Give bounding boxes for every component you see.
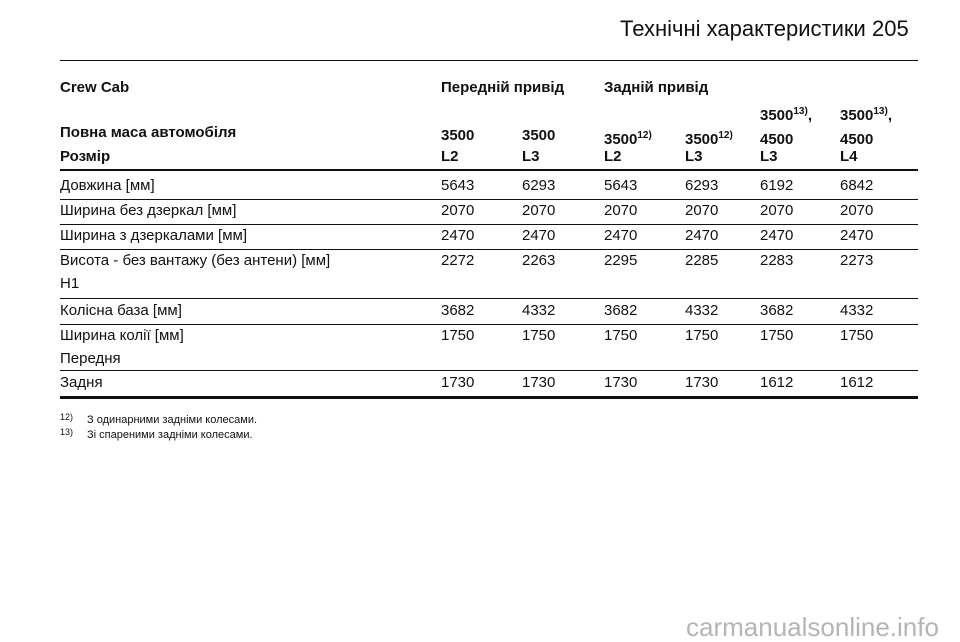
cell: 1750 (441, 327, 475, 344)
cell: 2470 (685, 227, 719, 244)
cell: 1612 (760, 374, 794, 391)
rule (60, 224, 918, 225)
cell: 2272 (441, 252, 475, 269)
cell: 1730 (604, 374, 638, 391)
cell: 3682 (760, 302, 794, 319)
cell: 2070 (522, 202, 556, 219)
cell: 1750 (760, 327, 794, 344)
cell: 1730 (441, 374, 475, 391)
cell: 2470 (604, 227, 638, 244)
cell: 1730 (522, 374, 556, 391)
cell: 2470 (840, 227, 874, 244)
row-label: Ширина з дзеркалами [мм] (60, 227, 247, 244)
header-cell: 350012) (685, 124, 733, 152)
cell: 1750 (840, 327, 874, 344)
header-cell: L3 (522, 148, 540, 165)
group-label: Crew Cab (60, 79, 130, 96)
cell: 2070 (840, 202, 874, 219)
cell: 4332 (522, 302, 556, 319)
cell: 2070 (685, 202, 719, 219)
cell: 3682 (441, 302, 475, 319)
cell: 1750 (522, 327, 556, 344)
header-cell: 3500 (522, 124, 555, 148)
cell: 4332 (840, 302, 874, 319)
rule (60, 370, 918, 371)
cell-text: 3500 (840, 107, 874, 124)
row-label: Довжина [мм] (60, 177, 155, 194)
cell-text: , (807, 107, 812, 124)
header-cell: 350013), 4500 (840, 100, 892, 152)
rule (60, 169, 918, 171)
cell: 5643 (441, 177, 475, 194)
cell: 6293 (685, 177, 719, 194)
cell-text: 4500 (840, 131, 874, 148)
header-cell: L2 (604, 148, 622, 165)
row-sublabel: Передня (60, 350, 121, 367)
header-cell: 3500 (441, 124, 474, 148)
group-header: Задній привід (604, 79, 709, 96)
cell: 2263 (522, 252, 556, 269)
rule (60, 298, 918, 299)
cell-text: 3500 (685, 131, 719, 148)
cell: 6293 (522, 177, 556, 194)
row-label: Висота - без вантажу (без антени) [мм] (60, 252, 331, 269)
footnote-text: З одинарними задніми колесами. (87, 414, 258, 426)
cell: 1612 (840, 374, 874, 391)
footnote-ref: 12) (718, 130, 733, 141)
row-label: Ширина без дзеркал [мм] (60, 202, 237, 219)
rule (60, 199, 918, 200)
cell-text: 4500 (760, 131, 794, 148)
footnote-text: Зі спареними задніми колесами. (87, 429, 253, 441)
cell: 2070 (760, 202, 794, 219)
cell-text: 3500 (604, 131, 638, 148)
cell-text: 3500 (441, 127, 475, 144)
rule (60, 249, 918, 250)
watermark: carmanualsonline.info (686, 612, 939, 642)
cell: 2470 (522, 227, 556, 244)
cell: 6192 (760, 177, 794, 194)
cell: 1730 (685, 374, 719, 391)
cell: 5643 (604, 177, 638, 194)
row-label: Колісна база [мм] (60, 302, 182, 319)
header-cell: L2 (441, 148, 459, 165)
rule (60, 324, 918, 325)
row-label: Ширина колії [мм] (60, 327, 184, 344)
cell: 2470 (441, 227, 475, 244)
header-cell: 350013), 4500 (760, 100, 812, 152)
cell: 1750 (604, 327, 638, 344)
header-cell: L3 (760, 148, 778, 165)
cell: 2070 (604, 202, 638, 219)
cell-text: 3500 (760, 107, 794, 124)
cell: 1750 (685, 327, 719, 344)
row-label: Задня (60, 374, 103, 391)
cell: 2470 (760, 227, 794, 244)
group-header: Передній привід (441, 79, 565, 96)
cell: 2285 (685, 252, 719, 269)
row-sublabel: H1 (60, 275, 80, 292)
page-title: Технічні характеристики (620, 16, 866, 41)
page-number: 205 (872, 16, 909, 41)
cell: 4332 (685, 302, 719, 319)
cell: 2070 (441, 202, 475, 219)
header-cell: 350012) (604, 124, 652, 152)
cell-text: 3500 (522, 127, 556, 144)
cell-text: , (887, 107, 892, 124)
footnote-ref: 12) (637, 130, 652, 141)
cell: 6842 (840, 177, 874, 194)
cell: 3682 (604, 302, 638, 319)
footnote-mark: 13) (60, 427, 74, 437)
row-label: Розмір (60, 148, 111, 165)
rule (60, 60, 918, 61)
rule (60, 396, 918, 399)
cell: 2283 (760, 252, 794, 269)
header-cell: L3 (685, 148, 703, 165)
header-cell: L4 (840, 148, 858, 165)
cell: 2273 (840, 252, 874, 269)
row-label: Повна маса автомобіля (60, 124, 237, 141)
footnote-mark: 12) (60, 412, 74, 422)
footnote-ref: 13) (793, 106, 808, 117)
footnote-ref: 13) (873, 106, 888, 117)
cell: 2295 (604, 252, 638, 269)
